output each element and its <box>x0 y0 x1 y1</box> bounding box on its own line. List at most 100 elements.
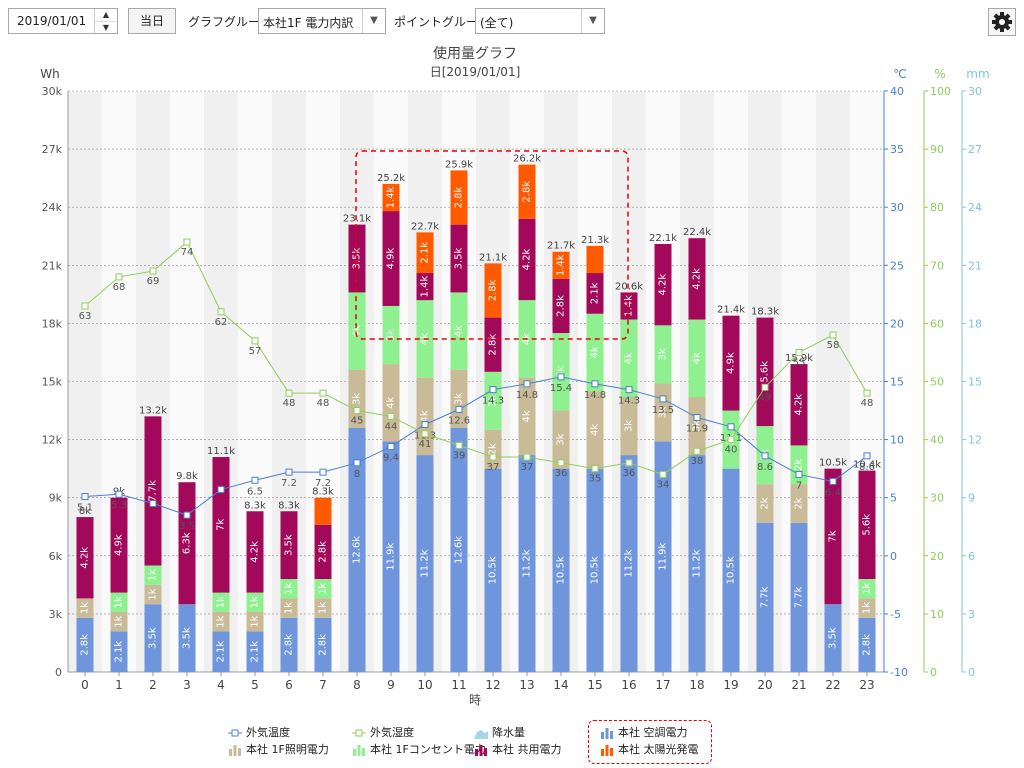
bar-segment <box>620 292 638 320</box>
bar-segment-label: 2.8k <box>80 634 91 656</box>
bar-segment <box>688 455 706 672</box>
bar-segment <box>110 631 128 672</box>
bar-segment-label: 2.8k <box>522 181 533 203</box>
legend-item[interactable]: 外気温度 <box>228 724 290 740</box>
temp-axis-tick-label: -5 <box>890 608 901 621</box>
legend-item[interactable]: 本社 太陽光発電 <box>600 741 699 757</box>
bar-segment-label: 7k <box>216 519 227 531</box>
spin-up-icon[interactable]: ▲ <box>95 9 117 22</box>
bar-segment-label: 2.1k <box>250 641 261 663</box>
bar-segment <box>620 455 638 672</box>
line-point <box>285 468 293 476</box>
line-point-label: 8 <box>354 469 360 480</box>
legend-item[interactable]: 本社 共用電力 <box>474 741 562 757</box>
bar-segment-label: 3k <box>692 420 703 432</box>
bar-segment-label: 6.3k <box>182 532 193 554</box>
point-group-value: (全て) <box>480 16 514 30</box>
rain-axis-tick-label: 0 <box>968 666 975 679</box>
bar-segment-label: 11.9k <box>386 543 397 571</box>
bar-segment <box>654 441 672 672</box>
temp-axis-tick-label: 15 <box>890 376 904 389</box>
gear-icon <box>992 12 1012 32</box>
chevron-down-icon[interactable]: ▼ <box>581 9 604 33</box>
line-point <box>421 420 429 428</box>
line-point-label: 37 <box>487 462 500 473</box>
bar-total-label: 10.5k <box>819 458 847 469</box>
line-point <box>217 486 225 494</box>
line-point-label: 34 <box>657 479 670 490</box>
x-tick-label: 17 <box>655 678 670 692</box>
bar-segment-label: 11.9k <box>658 543 669 571</box>
bar-segment-label: 5.6k <box>760 361 771 383</box>
bar-segment-label: 11.2k <box>624 549 635 577</box>
bar-segment-label: 3.5k <box>284 534 295 556</box>
legend-label: 降水量 <box>492 726 525 739</box>
temp-axis-tick-label: 30 <box>890 201 904 214</box>
left-axis-tick-label: 30k <box>42 85 63 98</box>
line-point <box>115 273 123 281</box>
today-button[interactable]: 当日 <box>128 8 176 34</box>
legend-item[interactable]: 本社 1Fコンセント電力 <box>352 741 486 757</box>
point-group-select[interactable]: (全て) ▼ <box>475 8 605 34</box>
bar-segment <box>416 455 434 672</box>
percent-axis-tick-label: 20 <box>930 550 944 563</box>
line-point <box>149 500 157 508</box>
chevron-down-icon[interactable]: ▼ <box>362 9 385 33</box>
bar-segment-label: 4.2k <box>658 274 669 296</box>
bar-segment-label: 2.8k <box>318 634 329 656</box>
bar-segment <box>110 497 128 593</box>
legend-item[interactable]: 本社 1F照明電力 <box>228 741 329 757</box>
bar-total-label: 25.2k <box>377 173 405 184</box>
bar-segment-label: 11.2k <box>420 549 431 577</box>
bar-segment <box>858 617 876 672</box>
legend-item[interactable]: 本社 空調電力 <box>600 724 688 740</box>
bar-total-label: 10.4k <box>853 460 881 471</box>
x-tick-label: 14 <box>553 678 568 692</box>
bar-legend-icon <box>352 744 366 756</box>
line-point <box>591 465 599 473</box>
rain-axis-tick-label: 18 <box>968 317 982 330</box>
bar-segment-label: 7.7k <box>760 586 771 608</box>
legend-item[interactable]: 外気湿度 <box>352 724 414 740</box>
bar-segment-label: 4k <box>590 424 601 436</box>
line-point <box>319 468 327 476</box>
line-point <box>81 302 89 310</box>
bar-segment <box>484 429 502 469</box>
bar-segment-label: 12.6k <box>352 536 363 564</box>
bar-segment-label: 1.4k <box>386 186 397 208</box>
bar-segment <box>756 317 774 427</box>
bar-legend-icon <box>228 744 242 756</box>
line-point-label: 58 <box>827 340 840 351</box>
bar-segment <box>450 427 468 672</box>
line-point <box>319 389 327 397</box>
bar-segment-label: 3.5k <box>828 627 839 649</box>
bar-segment-label: 4.9k <box>386 247 397 269</box>
bar-segment-label: 1k <box>216 596 227 608</box>
bar-segment <box>790 445 808 485</box>
legend-label: 本社 1F照明電力 <box>246 743 329 756</box>
line-point-label: 38 <box>691 456 704 467</box>
bar-total-label: 8k <box>79 506 91 517</box>
legend-item[interactable]: 降水量 <box>474 724 525 740</box>
bar-segment-label: 1.4k <box>556 254 567 276</box>
bar-segment-label: 10.5k <box>488 556 499 584</box>
settings-button[interactable] <box>988 8 1016 36</box>
bar-segment <box>586 273 604 314</box>
line-point <box>455 405 463 413</box>
spin-down-icon[interactable]: ▼ <box>102 23 110 32</box>
date-spinner[interactable]: ▲ ▼ <box>94 9 117 33</box>
left-axis-tick-label: 27k <box>42 143 63 156</box>
line-point-label: 14.8 <box>516 390 538 401</box>
bar-segment <box>382 305 400 365</box>
bar-segment-label: 10.5k <box>590 556 601 584</box>
bar-segment <box>688 319 706 397</box>
line-point <box>557 459 565 467</box>
temp-axis-tick-label: 20 <box>890 317 904 330</box>
line-point-label: 39 <box>453 450 466 461</box>
graph-group-select[interactable]: 本社1F 電力内訳 ▼ <box>258 8 386 34</box>
line-point <box>251 337 259 345</box>
date-input[interactable]: 2019/01/01 ▲ ▼ <box>8 8 118 34</box>
bar-segment <box>76 617 94 672</box>
bar-segment-label: 1k <box>80 602 91 614</box>
bar-segment <box>552 251 570 279</box>
